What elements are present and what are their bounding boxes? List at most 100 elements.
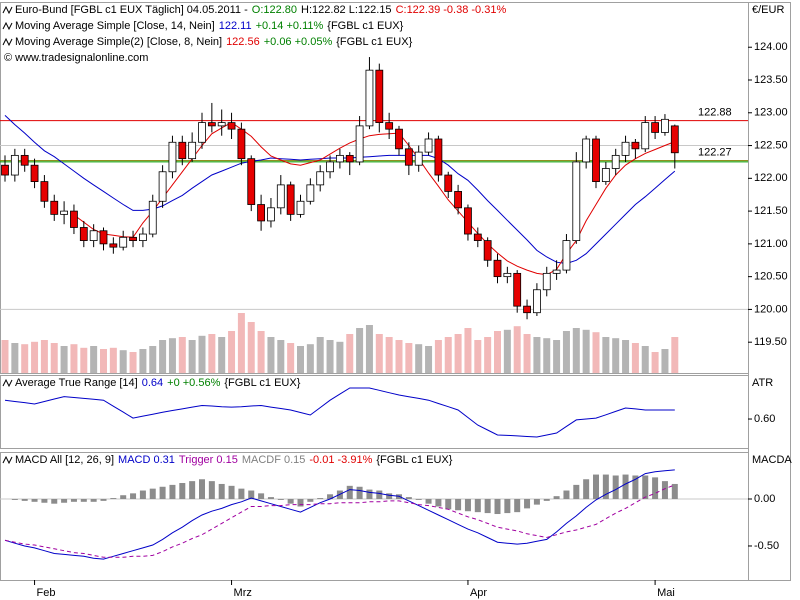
- histogram-bar: [602, 474, 609, 499]
- histogram-bar: [258, 493, 265, 499]
- histogram-bar: [110, 498, 117, 499]
- volume-bar: [661, 349, 669, 373]
- histogram-bar: [51, 498, 58, 504]
- candle-body: [611, 154, 620, 169]
- histogram-bar: [130, 493, 137, 499]
- candle-body: [395, 128, 403, 150]
- candle-body: [582, 138, 591, 163]
- y-tick-label: 121.50: [754, 205, 788, 217]
- candle-body: [424, 138, 433, 153]
- volume-bar: [444, 337, 452, 373]
- volume-bar: [454, 334, 462, 373]
- histogram-bar: [31, 498, 38, 502]
- indicator-icon: [2, 455, 13, 465]
- candle-body: [267, 207, 275, 222]
- histogram-bar: [159, 486, 166, 499]
- volume-bar: [60, 346, 68, 373]
- header-part: MACDF 0.15: [242, 454, 306, 466]
- volume-bar: [159, 340, 167, 373]
- axis-unit: €/EUR: [752, 4, 784, 16]
- candle-body: [10, 154, 19, 176]
- histogram-bar: [307, 498, 314, 502]
- candle-body: [483, 240, 492, 261]
- line-series: [4, 469, 675, 560]
- volume-bar: [582, 329, 590, 373]
- candle-body: [503, 272, 512, 278]
- volume-bar: [553, 340, 561, 373]
- volume-bar: [533, 337, 541, 373]
- histogram-bar: [524, 498, 531, 509]
- volume-bar: [434, 340, 442, 373]
- header-part: +0.06 +0.05%: [264, 36, 333, 48]
- x-tick-label: Apr: [470, 587, 487, 599]
- volume-bar: [513, 326, 521, 373]
- volume-bar: [80, 347, 88, 373]
- volume-bar: [622, 340, 630, 373]
- header-part: C:122.39 -0.38 -0.31%: [396, 4, 507, 16]
- header-part: Moving Average Simple(2) [Close, 8, Nein…: [15, 36, 222, 48]
- histogram-bar: [563, 490, 570, 499]
- histogram-bar: [435, 498, 442, 507]
- volume-bar: [494, 331, 501, 373]
- histogram-bar: [238, 488, 245, 499]
- header-part: H:122.82 L:122.15: [301, 4, 392, 16]
- histogram-bar: [41, 498, 48, 503]
- histogram-bar: [415, 498, 422, 500]
- histogram-bar: [120, 495, 127, 499]
- volume-bar: [1, 340, 9, 373]
- axis-frame: [748, 2, 791, 581]
- candle-body: [533, 289, 541, 314]
- volume-bar: [356, 328, 364, 373]
- volume-bar: [109, 347, 117, 373]
- histogram-bar: [179, 483, 186, 499]
- y-tick-label: 0.00: [754, 493, 775, 505]
- volume-bar: [11, 343, 19, 373]
- candle-body: [148, 200, 157, 235]
- histogram-bar: [277, 498, 284, 500]
- histogram-bar: [622, 474, 629, 499]
- line-series: [73, 122, 675, 276]
- histogram-bar: [583, 479, 590, 499]
- histogram-bar: [70, 498, 77, 502]
- candle-body: [345, 154, 354, 163]
- histogram-bar: [376, 490, 383, 499]
- y-tick-label: 119.50: [754, 336, 787, 348]
- volume-bar: [562, 331, 570, 373]
- header-part: Trigger 0.15: [179, 454, 238, 466]
- candle-body: [30, 164, 39, 183]
- y-tick-label: 121.00: [754, 238, 788, 250]
- candle-body: [198, 122, 206, 143]
- candle-body: [670, 125, 679, 154]
- volume-bar: [612, 338, 620, 373]
- volume-bar: [395, 340, 403, 373]
- histogram-bar: [612, 475, 619, 499]
- header-part: {FGBL c1 EUX}: [336, 36, 412, 48]
- histogram-bar: [356, 486, 363, 499]
- candle-body: [188, 141, 197, 160]
- histogram-bar: [80, 498, 87, 502]
- histogram-bar: [366, 489, 373, 499]
- volume-bar: [365, 325, 373, 373]
- candle-body: [651, 122, 659, 133]
- histogram-bar: [11, 498, 18, 500]
- volume-bar: [208, 334, 216, 373]
- candle-body: [562, 240, 571, 271]
- histogram-bar: [149, 488, 156, 499]
- volume-bar: [149, 346, 157, 373]
- header-line: Moving Average Simple [Close, 14, Nein] 1…: [15, 20, 404, 32]
- y-tick-label: -0.50: [754, 540, 779, 552]
- candle-body: [296, 200, 305, 215]
- volume-bar: [592, 332, 600, 373]
- candle-body: [247, 158, 256, 205]
- header-line: Average True Range [14] 0.64 +0 +0.56% {FGB…: [15, 377, 301, 389]
- histogram-bar: [464, 498, 471, 512]
- volume-bar: [385, 337, 393, 373]
- y-tick-label: 122.00: [754, 172, 788, 184]
- header-line: Euro-Bund [FGBL c1 EUX Täglich] 04.05.20…: [15, 4, 506, 16]
- level-label: 122.27: [698, 147, 732, 159]
- histogram-bar: [218, 483, 225, 499]
- volume-bar: [375, 334, 383, 373]
- histogram-bar: [100, 498, 107, 501]
